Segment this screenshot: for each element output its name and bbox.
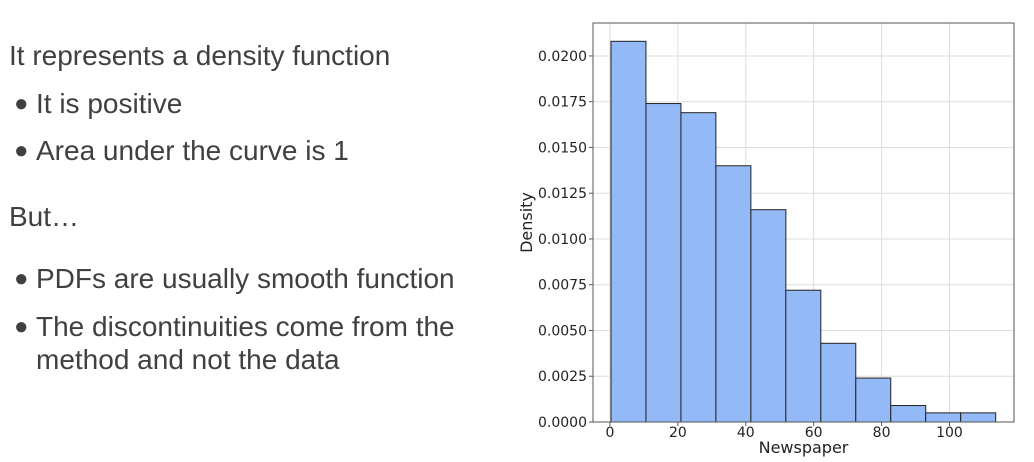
y-tick-label: 0.0000 (538, 415, 587, 431)
bullet-text: The discontinuities come from the method… (36, 311, 455, 375)
histogram-bar (820, 342, 857, 423)
bullet-dot-icon: ● (14, 137, 29, 164)
x-tick-label: 0 (606, 425, 615, 441)
axis-ticks: 0 20 40 60 80 100 0.0000 0.0025 0.0050 0.0075 0.01… (538, 49, 963, 441)
slide-text: It represents a density function ● It is… (9, 40, 514, 376)
y-tick-label: 0.0175 (538, 95, 587, 111)
y-tick-label: 0.0125 (538, 186, 587, 202)
y-tick-label: 0.0025 (538, 369, 587, 385)
histogram-bars (610, 40, 997, 423)
bullet-text: It is positive (36, 88, 183, 119)
histogram-bar (610, 40, 647, 423)
y-tick-label: 0.0200 (538, 49, 587, 65)
histogram-bar (925, 412, 962, 423)
bullet-dot-icon: ● (14, 265, 29, 292)
y-tick-label: 0.0150 (538, 140, 587, 156)
x-tick-label: 100 (936, 425, 963, 441)
x-tick-label: 20 (669, 425, 687, 441)
plot-frame (592, 22, 1015, 423)
bullet-area: ● Area under the curve is 1 (14, 134, 349, 167)
bullet-positive: ● It is positive (14, 87, 182, 120)
y-axis-label: Density (517, 192, 536, 253)
histogram-bar (750, 209, 787, 423)
bullet-discontinuities: ● The discontinuities come from the meth… (14, 310, 514, 376)
histogram-bar (645, 103, 682, 423)
histogram-bar (680, 112, 717, 423)
x-axis-label: Newspaper (759, 438, 849, 457)
x-tick-label: 40 (737, 425, 755, 441)
histogram-bar (785, 289, 822, 423)
x-tick-label: 80 (873, 425, 891, 441)
histogram-bar (855, 377, 892, 423)
bullet-smooth: ● PDFs are usually smooth function (14, 262, 455, 295)
bullet-dot-icon: ● (14, 90, 29, 117)
heading-but: But… (9, 201, 80, 232)
y-tick-label: 0.0075 (538, 278, 587, 294)
histogram-bar (960, 412, 997, 423)
bullet-dot-icon: ● (14, 313, 29, 340)
bullet-text: PDFs are usually smooth function (36, 263, 455, 294)
x-tick-label: 60 (805, 425, 823, 441)
y-tick-label: 0.0050 (538, 323, 587, 339)
heading-density: It represents a density function (9, 40, 391, 71)
y-tick-label: 0.0100 (538, 232, 587, 248)
histogram-bar (890, 405, 927, 423)
bullet-text: Area under the curve is 1 (36, 135, 349, 166)
histogram-bar (715, 165, 752, 423)
